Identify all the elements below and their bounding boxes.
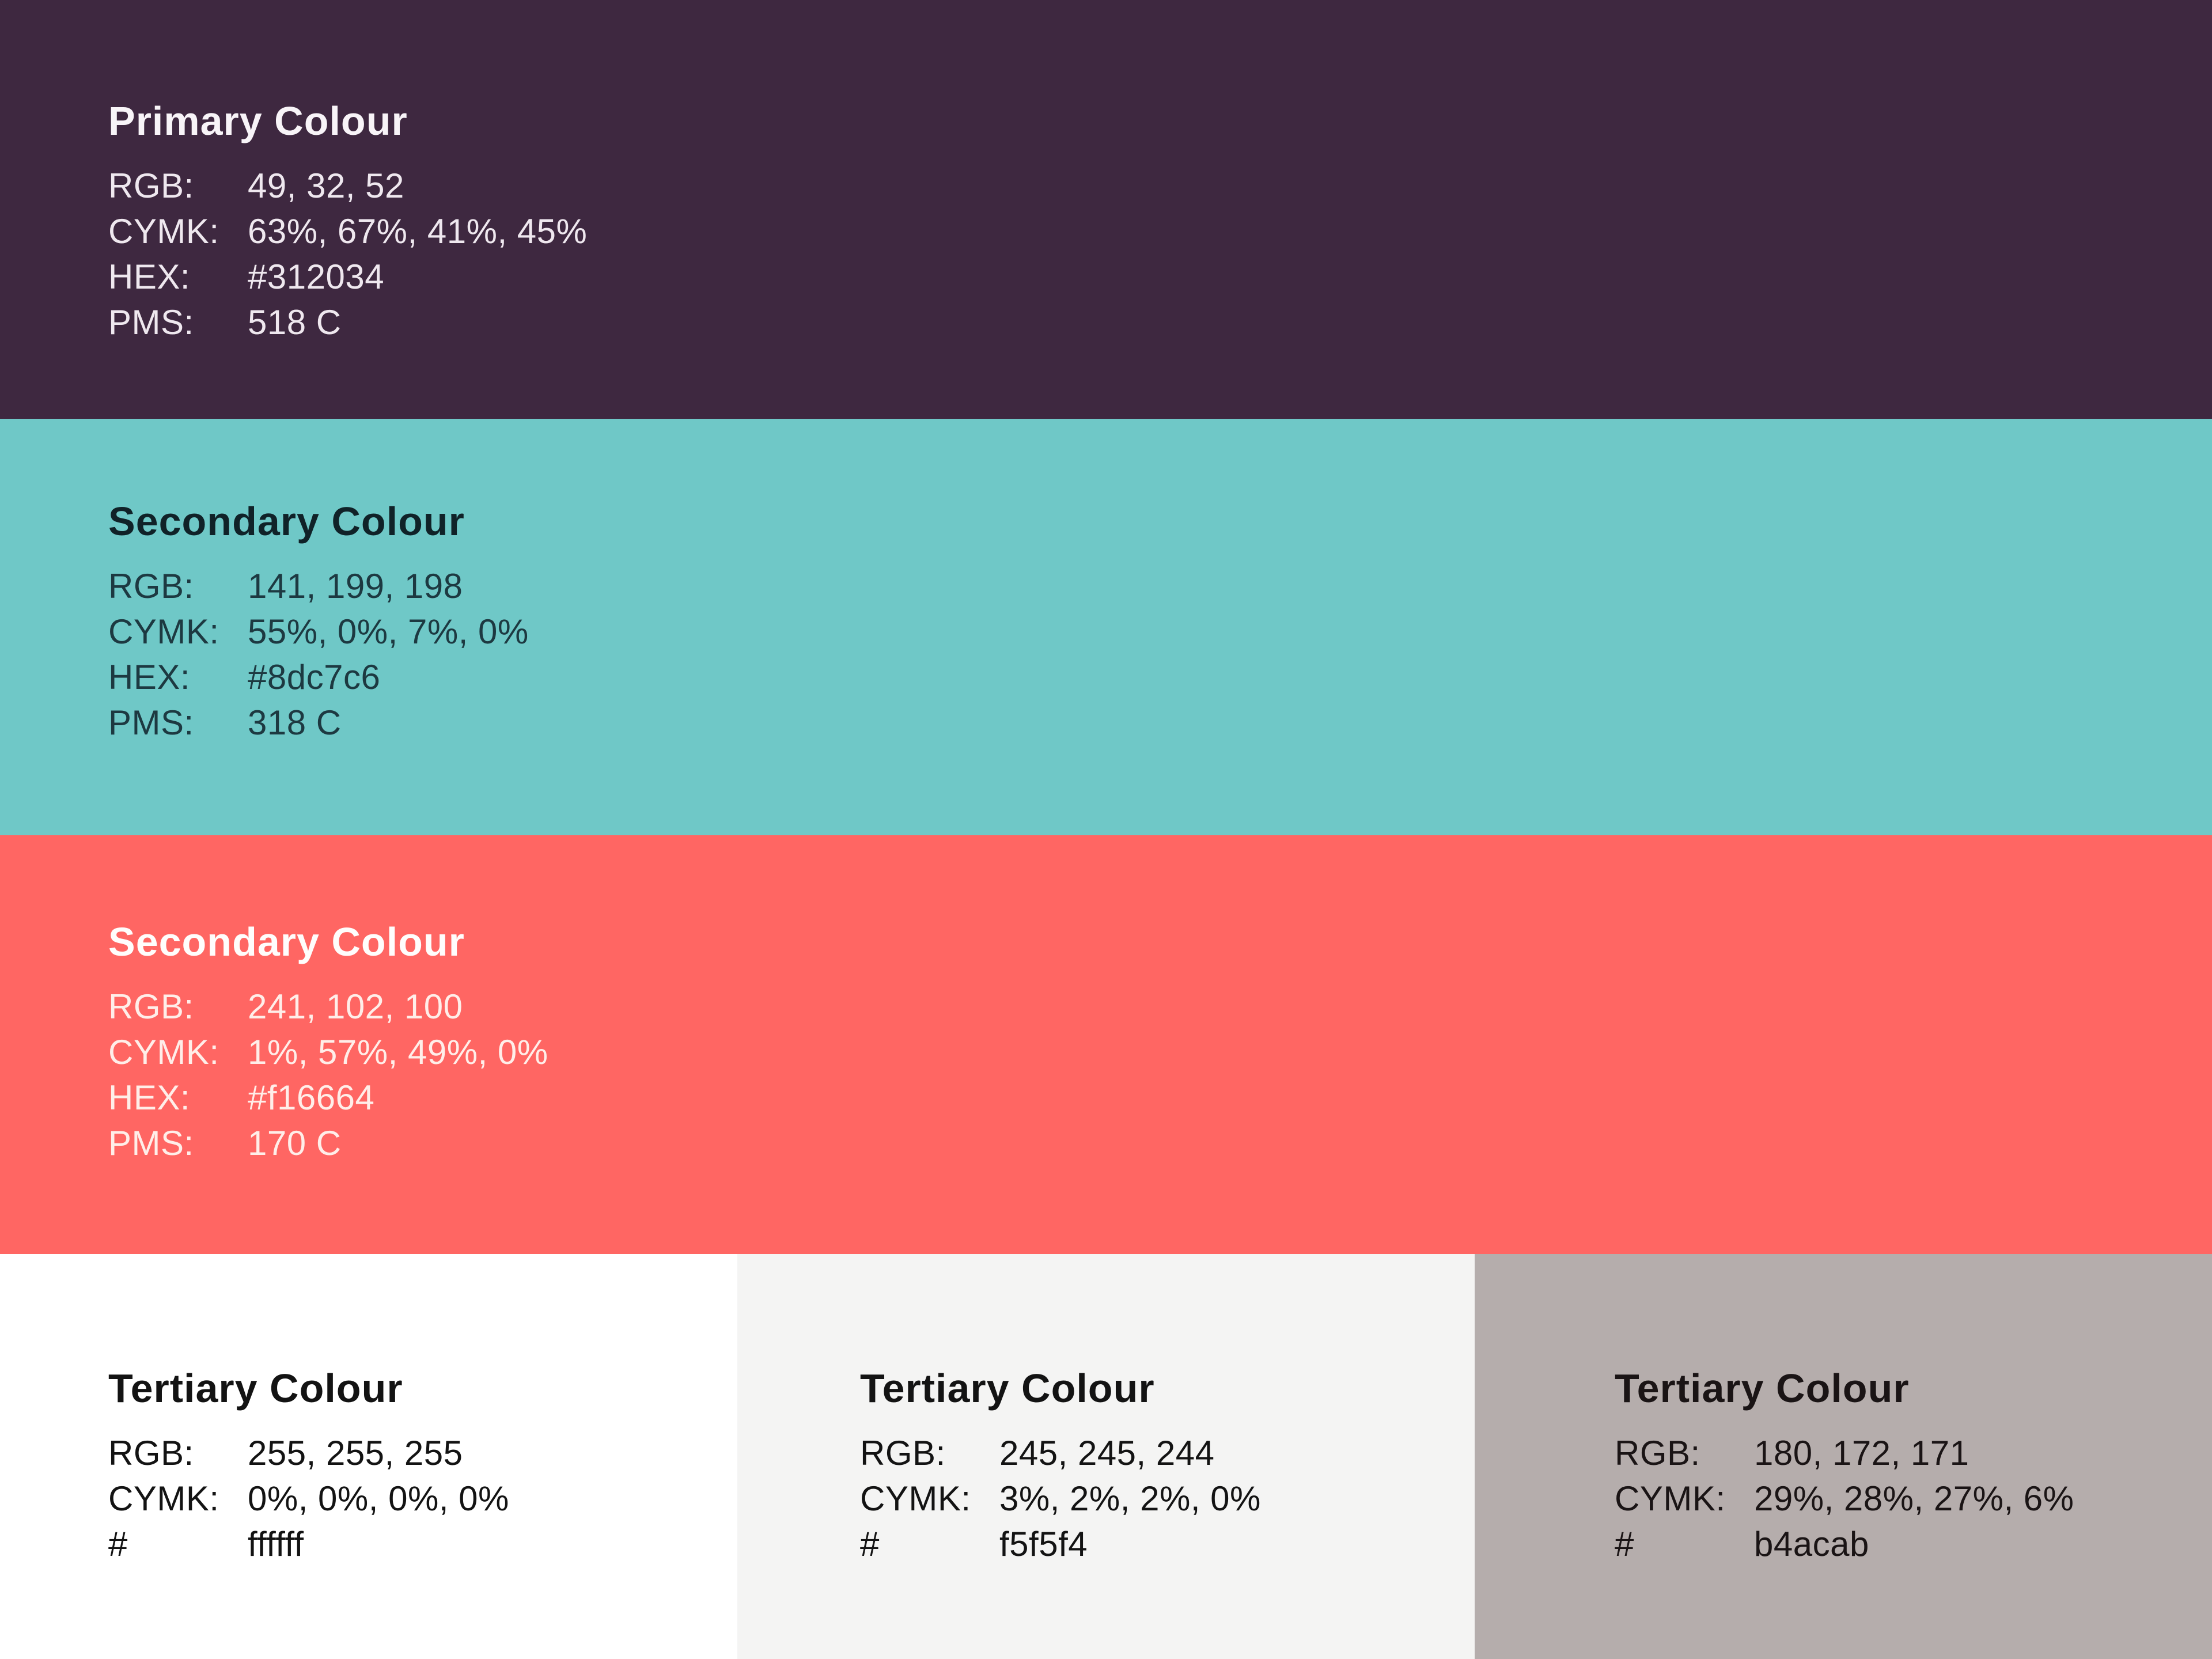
spec-label: PMS:: [108, 703, 194, 742]
spec-value: ffffff: [248, 1525, 304, 1563]
spec-rows: RGB: 245, 245, 244 CYMK: 3%, 2%, 2%, 0% …: [860, 1430, 1475, 1567]
tertiary-colour-swatch-taupe: Tertiary Colour RGB: 180, 172, 171 CYMK:…: [1475, 1254, 2212, 1659]
spec-value: 29%, 28%, 27%, 6%: [1754, 1479, 2074, 1518]
spec-value: #f16664: [248, 1078, 375, 1117]
spec-row: CYMK: 29%, 28%, 27%, 6%: [1615, 1476, 2212, 1521]
block-title: Secondary Colour: [108, 919, 465, 964]
block-title: Tertiary Colour: [860, 1366, 1155, 1411]
spec-label: CYMK:: [108, 612, 219, 651]
spec-row: HEX: #312034: [108, 254, 2212, 300]
spec-row: # f5f5f4: [860, 1521, 1475, 1567]
spec-value: #312034: [248, 257, 385, 296]
spec-label: RGB:: [108, 1434, 194, 1472]
spec-label: RGB:: [860, 1434, 946, 1472]
spec-row: HEX: #8dc7c6: [108, 654, 2212, 700]
secondary-teal-content: Secondary Colour RGB: 141, 199, 198 CYMK…: [0, 419, 2212, 745]
tertiary-colour-row: Tertiary Colour RGB: 255, 255, 255 CYMK:…: [0, 1254, 2212, 1659]
spec-row: CYMK: 55%, 0%, 7%, 0%: [108, 609, 2212, 654]
spec-value: 0%, 0%, 0%, 0%: [248, 1479, 509, 1518]
spec-value: 141, 199, 198: [248, 567, 463, 605]
spec-row: PMS: 170 C: [108, 1120, 2212, 1166]
block-title: Tertiary Colour: [108, 1366, 403, 1411]
spec-label: HEX:: [108, 257, 191, 296]
spec-label: RGB:: [108, 987, 194, 1026]
tertiary-colour-swatch-white: Tertiary Colour RGB: 255, 255, 255 CYMK:…: [0, 1254, 737, 1659]
spec-row: RGB: 141, 199, 198: [108, 563, 2212, 609]
spec-value: 241, 102, 100: [248, 987, 463, 1026]
spec-rows: RGB: 180, 172, 171 CYMK: 29%, 28%, 27%, …: [1615, 1430, 2212, 1567]
spec-label: PMS:: [108, 1124, 194, 1162]
primary-colour-swatch: Primary Colour RGB: 49, 32, 52 CYMK: 63%…: [0, 0, 2212, 419]
spec-label: HEX:: [108, 658, 191, 696]
spec-value: 245, 245, 244: [999, 1434, 1215, 1472]
spec-value: 1%, 57%, 49%, 0%: [248, 1033, 548, 1071]
spec-row: PMS: 318 C: [108, 700, 2212, 745]
secondary-coral-content: Secondary Colour RGB: 241, 102, 100 CYMK…: [0, 835, 2212, 1166]
spec-value: 3%, 2%, 2%, 0%: [999, 1479, 1261, 1518]
spec-row: CYMK: 3%, 2%, 2%, 0%: [860, 1476, 1475, 1521]
spec-label: RGB:: [1615, 1434, 1700, 1472]
block-title: Primary Colour: [108, 99, 408, 143]
spec-value: 255, 255, 255: [248, 1434, 463, 1472]
spec-label: PMS:: [108, 303, 194, 342]
block-title: Tertiary Colour: [1615, 1366, 1910, 1411]
spec-label: #: [108, 1525, 128, 1563]
spec-value: 49, 32, 52: [248, 166, 404, 205]
spec-value: 518 C: [248, 303, 342, 342]
spec-row: RGB: 255, 255, 255: [108, 1430, 737, 1476]
spec-label: CYMK:: [108, 1033, 219, 1071]
spec-row: HEX: #f16664: [108, 1075, 2212, 1120]
spec-label: HEX:: [108, 1078, 191, 1117]
tertiary-taupe-content: Tertiary Colour RGB: 180, 172, 171 CYMK:…: [1475, 1254, 2212, 1567]
spec-row: RGB: 245, 245, 244: [860, 1430, 1475, 1476]
spec-row: RGB: 180, 172, 171: [1615, 1430, 2212, 1476]
tertiary-colour-swatch-lightgrey: Tertiary Colour RGB: 245, 245, 244 CYMK:…: [737, 1254, 1475, 1659]
secondary-colour-swatch-coral: Secondary Colour RGB: 241, 102, 100 CYMK…: [0, 835, 2212, 1254]
spec-row: # b4acab: [1615, 1521, 2212, 1567]
spec-label: CYMK:: [108, 1479, 219, 1518]
spec-value: 170 C: [248, 1124, 342, 1162]
spec-label: #: [860, 1525, 880, 1563]
spec-value: 180, 172, 171: [1754, 1434, 1969, 1472]
spec-label: RGB:: [108, 567, 194, 605]
secondary-colour-swatch-teal: Secondary Colour RGB: 141, 199, 198 CYMK…: [0, 419, 2212, 835]
spec-rows: RGB: 255, 255, 255 CYMK: 0%, 0%, 0%, 0% …: [108, 1430, 737, 1567]
spec-row: RGB: 241, 102, 100: [108, 984, 2212, 1029]
spec-row: PMS: 518 C: [108, 300, 2212, 345]
spec-value: b4acab: [1754, 1525, 1869, 1563]
primary-colour-content: Primary Colour RGB: 49, 32, 52 CYMK: 63%…: [0, 0, 2212, 345]
spec-rows: RGB: 49, 32, 52 CYMK: 63%, 67%, 41%, 45%…: [108, 163, 2212, 345]
spec-label: CYMK:: [108, 212, 219, 251]
spec-value: 63%, 67%, 41%, 45%: [248, 212, 588, 251]
spec-label: RGB:: [108, 166, 194, 205]
spec-row: CYMK: 63%, 67%, 41%, 45%: [108, 209, 2212, 254]
spec-value: 55%, 0%, 7%, 0%: [248, 612, 529, 651]
spec-value: 318 C: [248, 703, 342, 742]
spec-label: CYMK:: [860, 1479, 971, 1518]
spec-row: # ffffff: [108, 1521, 737, 1567]
spec-row: CYMK: 0%, 0%, 0%, 0%: [108, 1476, 737, 1521]
spec-row: RGB: 49, 32, 52: [108, 163, 2212, 209]
tertiary-white-content: Tertiary Colour RGB: 255, 255, 255 CYMK:…: [0, 1254, 737, 1567]
spec-value: f5f5f4: [999, 1525, 1088, 1563]
spec-label: CYMK:: [1615, 1479, 1726, 1518]
spec-label: #: [1615, 1525, 1634, 1563]
tertiary-lightgrey-content: Tertiary Colour RGB: 245, 245, 244 CYMK:…: [737, 1254, 1475, 1567]
spec-row: CYMK: 1%, 57%, 49%, 0%: [108, 1029, 2212, 1075]
spec-rows: RGB: 241, 102, 100 CYMK: 1%, 57%, 49%, 0…: [108, 984, 2212, 1166]
spec-value: #8dc7c6: [248, 658, 381, 696]
block-title: Secondary Colour: [108, 499, 465, 544]
spec-rows: RGB: 141, 199, 198 CYMK: 55%, 0%, 7%, 0%…: [108, 563, 2212, 745]
